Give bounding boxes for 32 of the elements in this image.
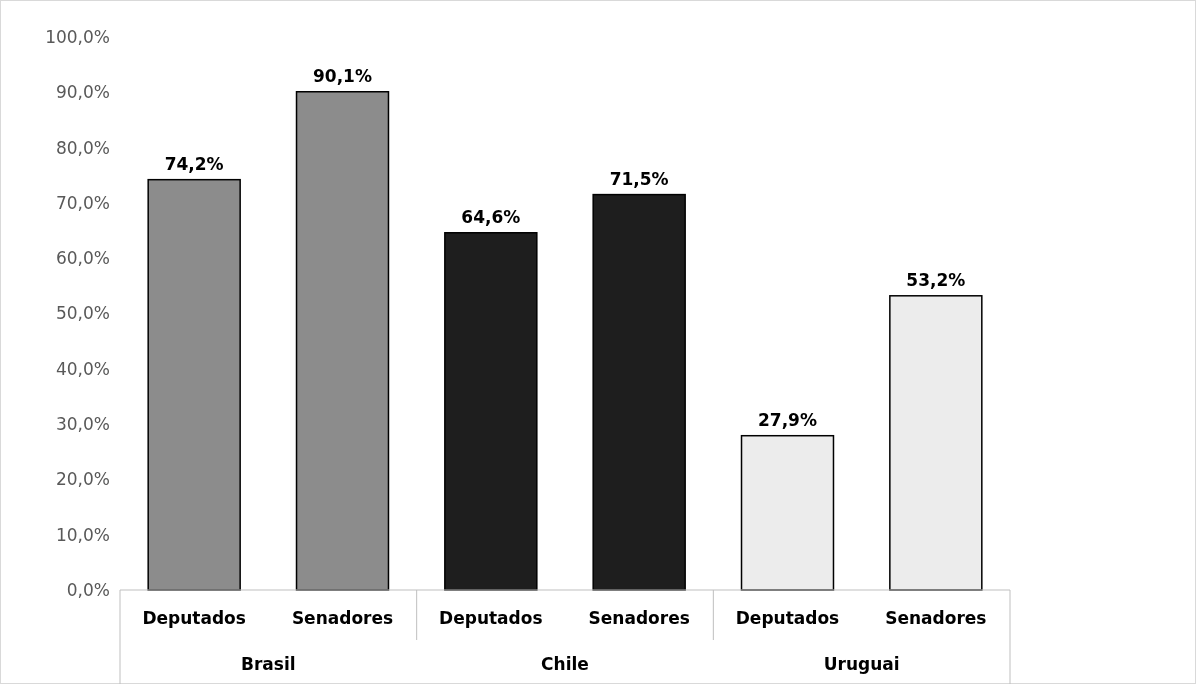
bar <box>295 91 390 591</box>
bar <box>889 295 983 591</box>
y-tick-label: 30,0% <box>55 414 110 435</box>
data-label: 53,2% <box>906 269 966 290</box>
x-tick-label: Deputados <box>735 608 840 628</box>
y-tick-label: 20,0% <box>55 469 110 490</box>
x-tick-label: Senadores <box>885 608 987 628</box>
y-tick-label: 10,0% <box>55 524 110 545</box>
x-tick-label: Senadores <box>291 608 394 628</box>
y-tick-label: 0,0% <box>66 579 110 600</box>
y-tick-label: 40,0% <box>55 358 110 379</box>
data-label: 64,6% <box>461 206 521 227</box>
text: Uruguai <box>823 654 900 674</box>
bar <box>740 434 835 591</box>
text: Brasil <box>241 654 296 674</box>
y-tick-label: 90,0% <box>55 82 110 103</box>
y-tick-label: 100,0% <box>45 26 110 47</box>
y-tick-label: 80,0% <box>55 137 110 158</box>
x-tick-label: Deputados <box>439 608 543 628</box>
y-tick-label: 70,0% <box>55 192 110 213</box>
bar <box>147 178 241 591</box>
data-label: 74,2% <box>164 153 224 174</box>
text: Chile <box>541 654 589 674</box>
data-label: 90,1% <box>313 65 372 86</box>
data-label: 27,9% <box>758 409 817 430</box>
y-tick-label: 50,0% <box>55 303 110 324</box>
bar <box>592 193 686 591</box>
x-tick-label: Senadores <box>588 608 690 628</box>
bar <box>444 232 538 591</box>
x-tick-label: Deputados <box>142 608 246 628</box>
data-label: 71,5% <box>609 168 669 189</box>
y-tick-label: 60,0% <box>55 248 110 269</box>
